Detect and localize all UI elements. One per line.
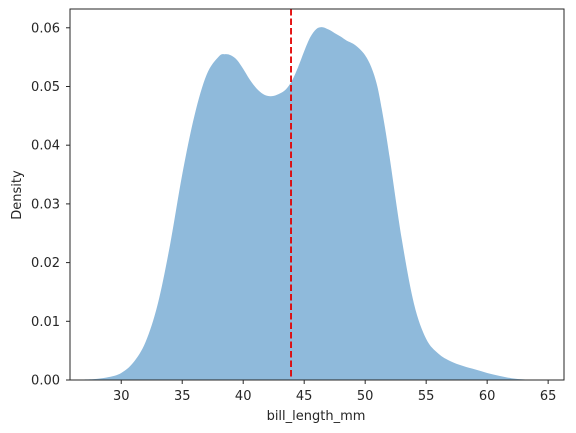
x-tick-label: 60 [479, 389, 496, 404]
y-axis-label: Density [10, 170, 25, 220]
y-tick-label: 0.02 [31, 256, 60, 271]
y-tick-label: 0.06 [31, 21, 60, 36]
x-tick-label: 65 [540, 389, 557, 404]
y-tick-label: 0.00 [31, 374, 60, 389]
y-tick-label: 0.04 [31, 139, 60, 154]
x-tick-label: 35 [174, 389, 191, 404]
x-tick-label: 50 [357, 389, 374, 404]
x-tick-label: 30 [113, 389, 130, 404]
x-tick-label: 40 [235, 389, 252, 404]
axes-frame [69, 8, 565, 381]
y-axis: 0.00 0.01 0.02 0.03 0.04 0.05 0.06 [31, 21, 70, 389]
x-axis-label: bill_length_mm [267, 409, 366, 424]
y-tick-label: 0.05 [31, 80, 60, 95]
x-axis: 30 35 40 45 50 55 60 65 [113, 380, 556, 404]
y-tick-label: 0.03 [31, 197, 60, 212]
plot-area [84, 9, 536, 381]
x-tick-label: 55 [418, 389, 435, 404]
y-tick-label: 0.01 [31, 315, 60, 330]
x-tick-label: 45 [296, 389, 313, 404]
density-area [84, 27, 536, 381]
